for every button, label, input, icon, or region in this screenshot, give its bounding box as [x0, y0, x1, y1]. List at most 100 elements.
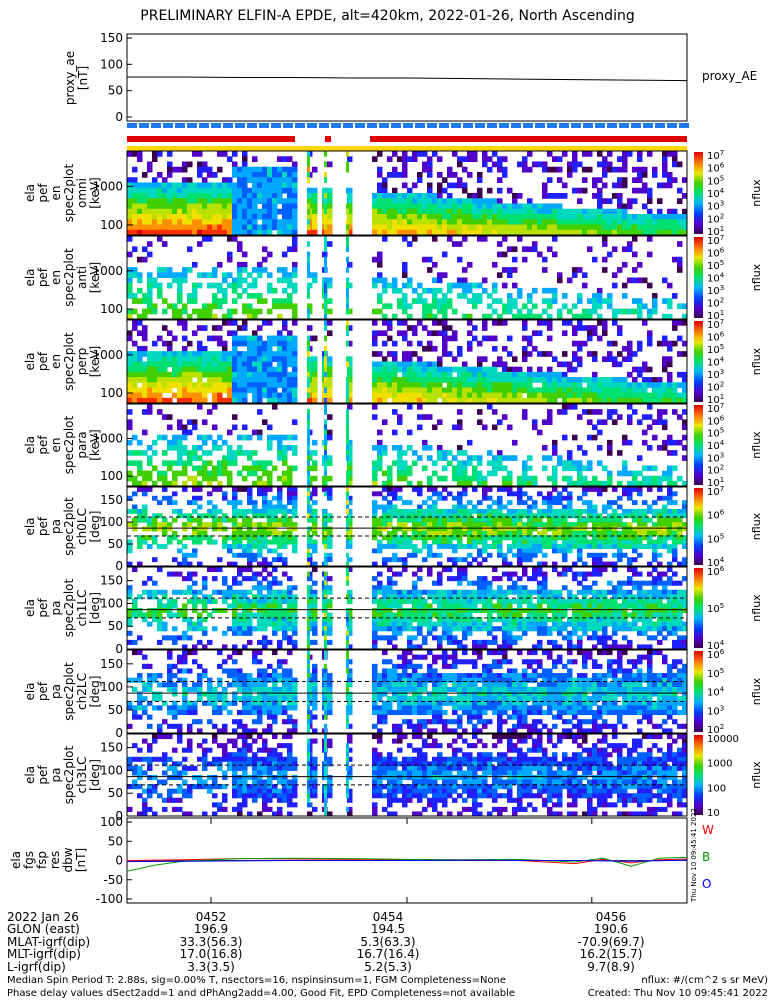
spectrogram-cell [497, 450, 503, 456]
spectrogram-cell [462, 465, 468, 472]
spectrogram-cell [157, 387, 163, 394]
spectrogram-cell [407, 480, 413, 487]
spectrogram-cell [477, 561, 483, 567]
gap-stripe [346, 308, 349, 315]
spectrogram-cell [667, 361, 673, 368]
spectrogram-cell [137, 470, 143, 477]
spectrogram-cell [237, 371, 243, 378]
spectrogram-cell [437, 277, 443, 284]
spectrogram-cell [277, 580, 283, 586]
spectrogram-cell [207, 460, 213, 466]
spectrogram-cell [522, 414, 528, 420]
spectrogram-cell [437, 539, 443, 545]
spectrogram-cell [247, 539, 253, 545]
spectrogram-cell [227, 282, 233, 289]
spectrogram-cell [482, 356, 488, 362]
spectrogram-cell [227, 203, 233, 210]
spectrogram-cell [242, 161, 248, 168]
spectrogram-cell [277, 219, 283, 225]
spectrogram-cell [437, 320, 443, 326]
spectrogram-cell [192, 261, 198, 268]
spectrogram-cell [142, 330, 148, 337]
spectrogram-cell [212, 598, 218, 604]
spectrogram-cell [392, 409, 398, 415]
spectrogram-cell [437, 495, 443, 501]
spectrogram-cell [612, 544, 618, 549]
spectrogram-cell [142, 589, 148, 595]
spectrogram-cell [637, 470, 643, 477]
spectrogram-cell [522, 530, 528, 536]
spectrogram-cell [607, 445, 613, 451]
spectrogram-cell [212, 361, 218, 368]
spectrogram-cell [392, 198, 398, 204]
spectrogram-cell [127, 236, 133, 242]
spectrogram-cell [227, 187, 233, 194]
spectrogram-cell [267, 182, 273, 189]
spectrogram-cell [192, 424, 198, 431]
spectrogram-cell [377, 261, 383, 268]
spectrogram-cell [327, 392, 333, 399]
spectrogram-cell [227, 236, 233, 242]
spectrogram-cell [422, 508, 428, 514]
gap-stripe [346, 552, 349, 558]
spectrogram-cell [372, 470, 378, 477]
spectrogram-cell [592, 434, 598, 441]
status-bar-blue [355, 123, 365, 128]
spectrogram-cell [182, 208, 188, 215]
spectrogram-cell [172, 198, 178, 204]
spectrogram-cell [137, 298, 143, 304]
spectrogram-cell [242, 371, 248, 378]
spectrogram-cell [552, 517, 558, 523]
spectrogram-cell [312, 366, 318, 373]
spectrogram-cell [627, 224, 633, 231]
spectrogram-cell [262, 465, 268, 472]
spectrogram-cell [662, 475, 668, 482]
spectrogram-cell [242, 535, 248, 541]
spectrogram-cell [192, 589, 198, 595]
gap-stripe [307, 504, 310, 510]
spectrogram-cell [227, 156, 233, 162]
spectrogram-cell [517, 513, 523, 519]
spectrogram-cell [487, 530, 493, 536]
spectrogram-cell [417, 455, 423, 461]
spectrogram-cell [462, 182, 468, 189]
spectrogram-cell [132, 177, 138, 183]
spectrogram-cell [292, 172, 298, 178]
spectrogram-cell [192, 208, 198, 215]
spectrogram-cell [462, 526, 468, 532]
spectrogram-cell [237, 589, 243, 595]
spectrogram-cell [192, 475, 198, 482]
spectrogram-cell [657, 198, 663, 204]
status-bar-blue [523, 123, 533, 128]
spectrogram-cell [247, 313, 253, 320]
spectrogram-cell [562, 522, 568, 527]
spectrogram-cell [457, 229, 463, 236]
spectrogram-cell [512, 198, 518, 204]
spectrogram-cell [287, 340, 293, 347]
spectrogram-cell [552, 356, 558, 362]
spectrogram-cell [267, 571, 273, 577]
spectrogram-cell [637, 491, 643, 497]
spectrogram-cell [402, 261, 408, 268]
spectrogram-cell [242, 475, 248, 482]
spectrogram-cell [147, 470, 153, 477]
proxy-ae-line [127, 76, 688, 82]
spectrogram-cell [657, 526, 663, 532]
spectrogram-cell [142, 293, 148, 299]
spectrogram-cell [347, 392, 353, 399]
spectrogram-cell [347, 261, 353, 268]
spectrogram-cell [477, 298, 483, 304]
spectrogram-cell [447, 517, 453, 523]
spectrogram-cell [282, 267, 288, 273]
spectrogram-cell [262, 298, 268, 304]
spectrogram-cell [227, 589, 233, 595]
spectrogram-cell [627, 340, 633, 347]
spectrogram-cell [192, 535, 198, 541]
spectrogram-cell [637, 166, 643, 173]
panel-frame [126, 486, 688, 567]
spectrogram-cell [447, 303, 453, 310]
spectrogram-cell [177, 182, 183, 189]
spectrogram-cell [482, 508, 488, 514]
spectrogram-cell [557, 530, 563, 536]
spectrogram-cell [152, 308, 158, 315]
